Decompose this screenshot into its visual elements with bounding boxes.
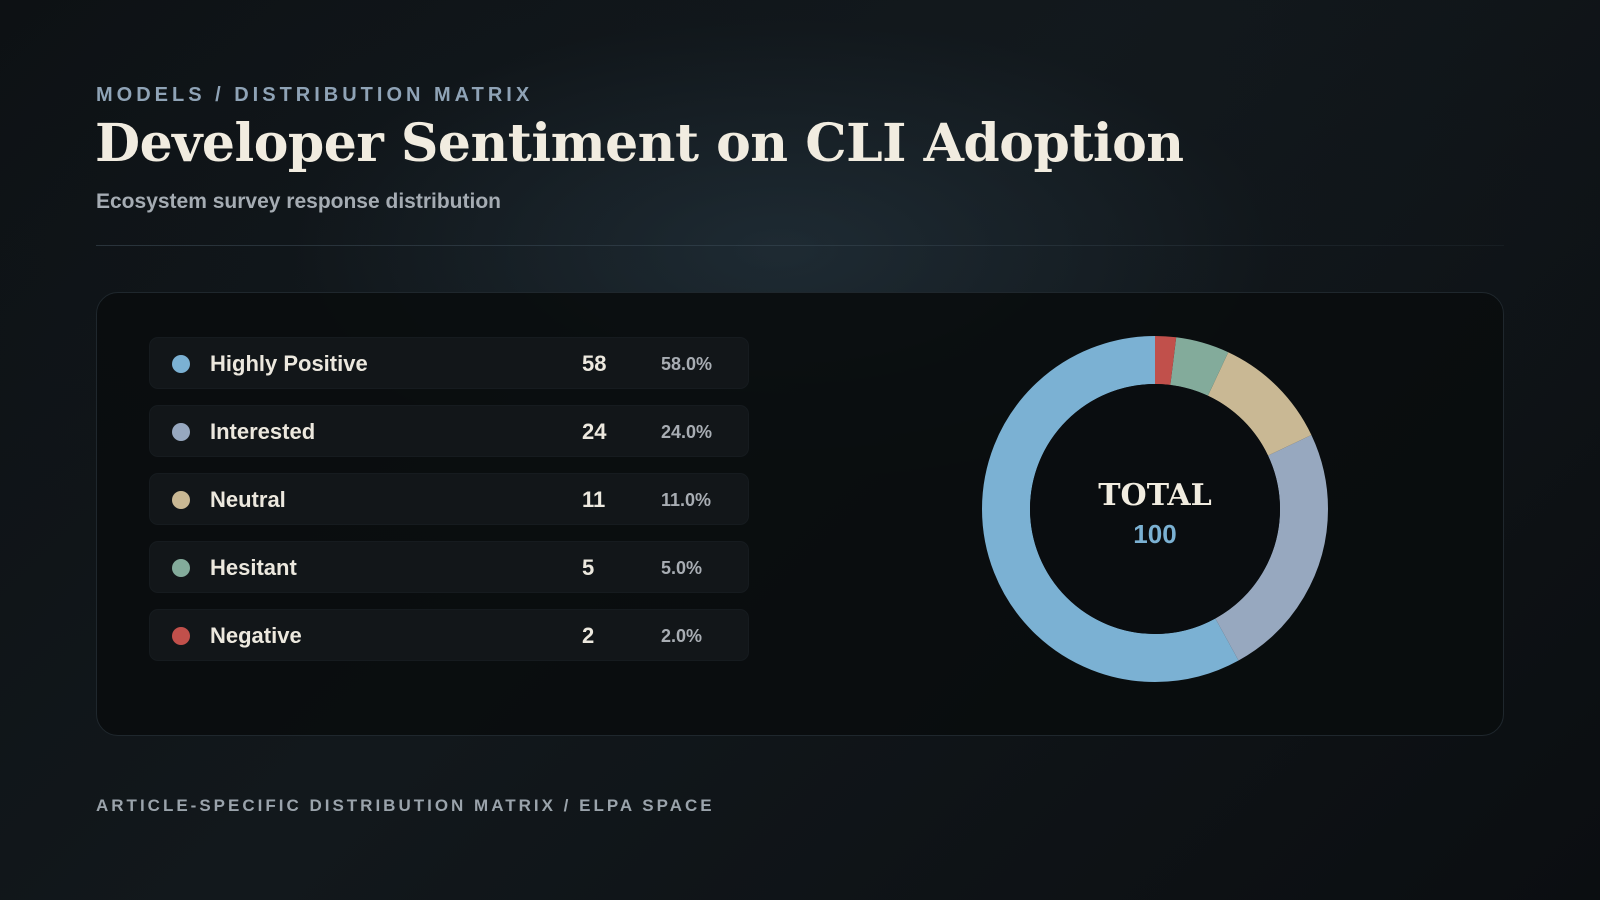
legend-swatch <box>172 559 190 577</box>
legend-label: Hesitant <box>210 555 297 580</box>
legend-swatch <box>172 355 190 373</box>
legend-swatch <box>172 491 190 509</box>
legend-percent: 24.0% <box>661 422 713 442</box>
legend-count: 2 <box>582 623 595 648</box>
legend-row: Negative 2 2.0% <box>149 609 749 661</box>
legend-count: 11 <box>582 487 606 512</box>
donut-slice-negative <box>982 336 1328 682</box>
distribution-panel: Highly Positive 58 58.0% Interested 24 24.0% N… <box>96 292 1504 736</box>
legend-count: 24 <box>582 419 607 444</box>
legend-count: 5 <box>582 555 595 580</box>
legend-label: Negative <box>210 623 302 648</box>
legend-count: 58 <box>582 351 607 376</box>
legend-row: Interested 24 24.0% <box>149 405 749 457</box>
header-divider <box>96 245 1504 246</box>
donut-center-label: TOTAL <box>1098 478 1212 513</box>
legend-label: Interested <box>210 419 316 444</box>
donut-hole <box>1030 384 1280 634</box>
legend-percent: 5.0% <box>661 558 703 578</box>
legend-percent: 11.0% <box>661 490 712 510</box>
legend-percent: 58.0% <box>661 354 713 374</box>
donut-chart: TOTAL 100 <box>982 336 1328 682</box>
footer-caption: ARTICLE-SPECIFIC DISTRIBUTION MATRIX / E… <box>96 796 715 815</box>
legend-swatch <box>172 423 190 441</box>
donut-slice-interested <box>982 336 1328 682</box>
legend-row: Hesitant 5 5.0% <box>149 541 749 593</box>
breadcrumb: MODELS / DISTRIBUTION MATRIX <box>96 84 534 106</box>
chart-legend: Highly Positive 58 58.0% Interested 24 24.0% N… <box>149 337 749 677</box>
donut-center-total: 100 <box>1133 519 1176 549</box>
legend-percent: 2.0% <box>661 626 703 646</box>
page-subtitle: Ecosystem survey response distribution <box>96 190 501 213</box>
legend-label: Neutral <box>210 487 286 512</box>
legend-row: Highly Positive 58 58.0% <box>149 337 749 389</box>
legend-row: Neutral 11 11.0% <box>149 473 749 525</box>
legend-swatch <box>172 627 190 645</box>
page-title: Developer Sentiment on CLI Adoption <box>95 113 1184 174</box>
legend-label: Highly Positive <box>210 351 368 376</box>
